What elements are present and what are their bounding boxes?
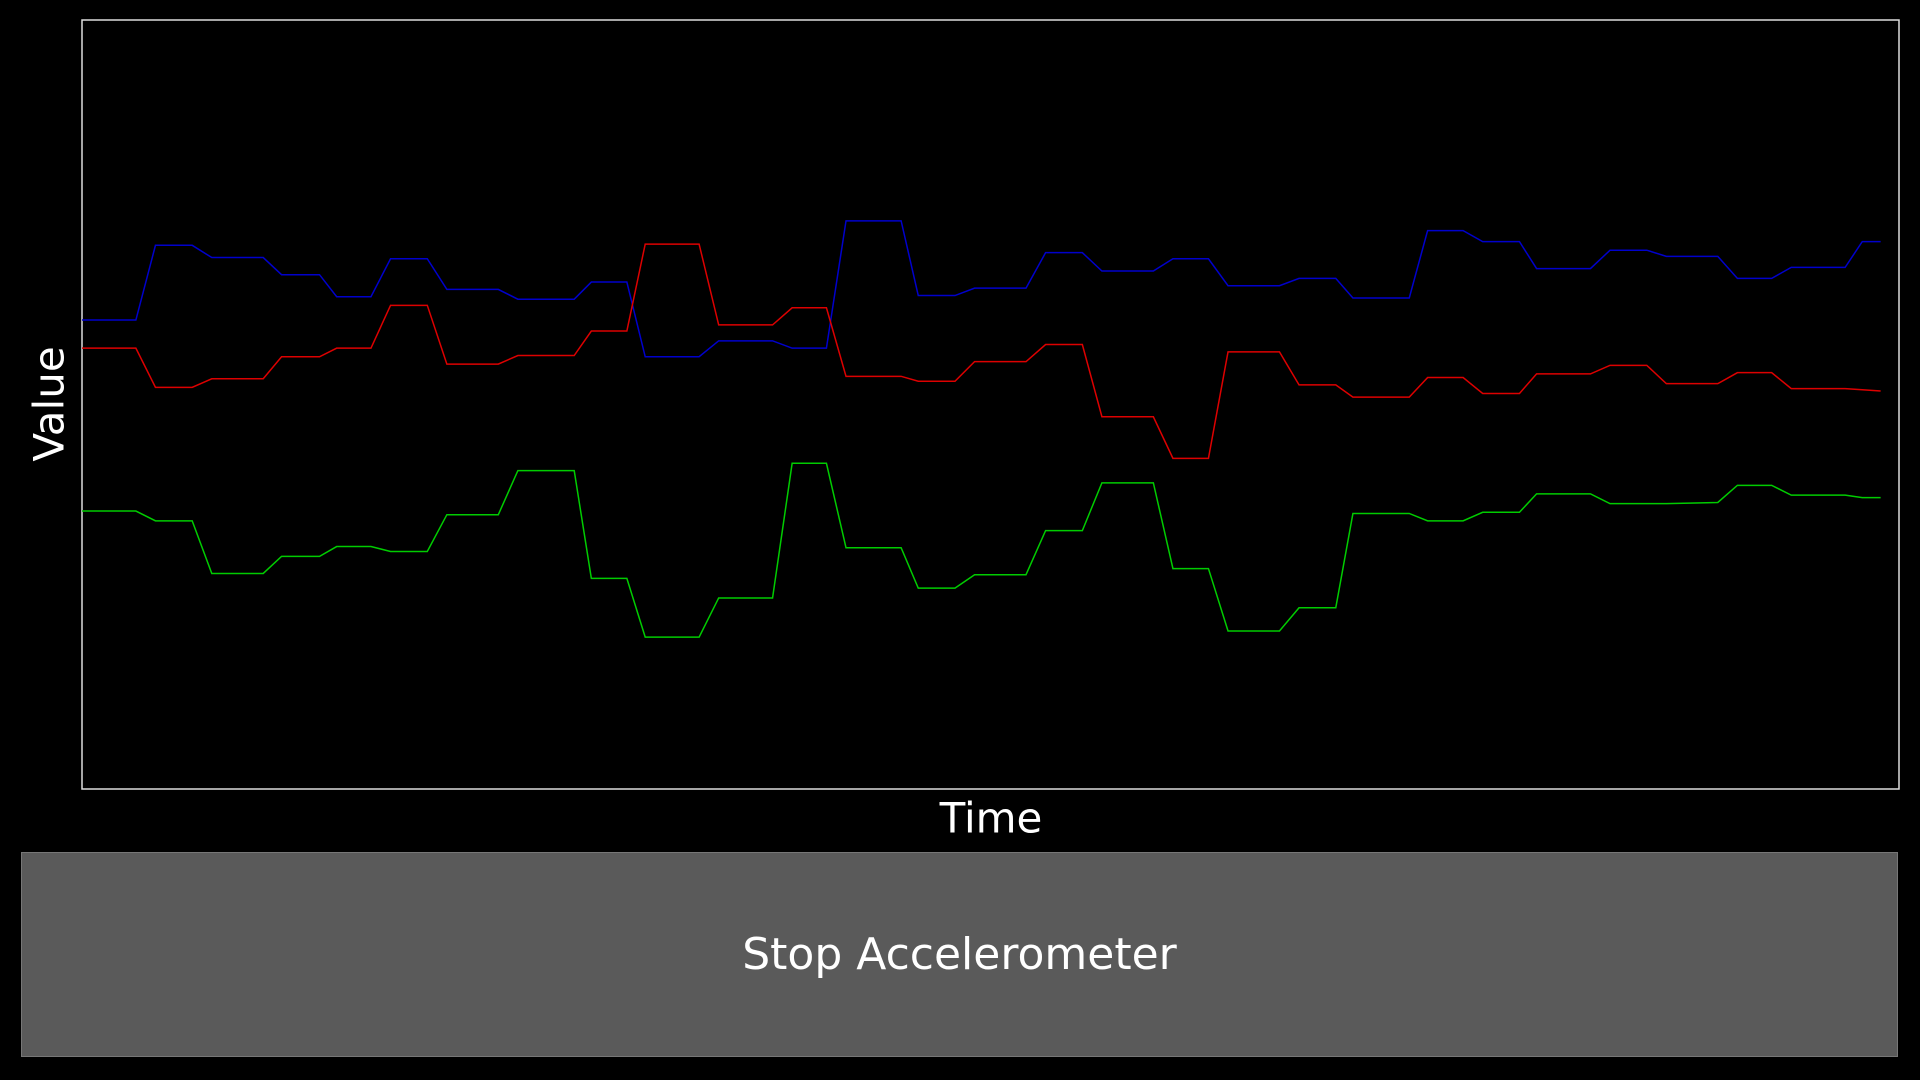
y-axis-label: Value: [25, 346, 74, 461]
data-line: [82, 220, 1881, 358]
data-line: [82, 243, 1881, 460]
stop-button[interactable]: Stop Accelerometer: [21, 852, 1898, 1057]
chart: Time Value: [25, 19, 1900, 843]
plot-frame: [81, 19, 1900, 790]
x-axis-label: Time: [939, 794, 1043, 843]
data-line: [82, 462, 1881, 638]
